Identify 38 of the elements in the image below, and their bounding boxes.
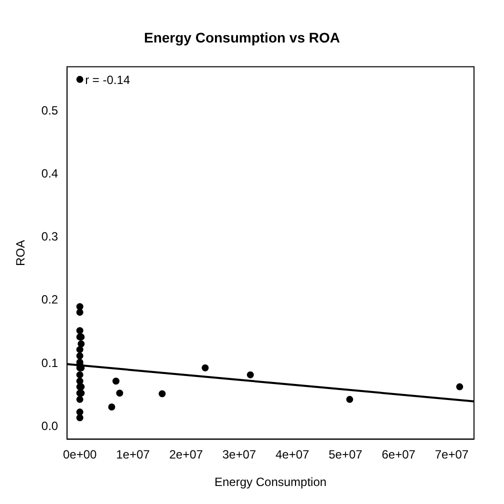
x-tick-label: 3e+07 — [222, 448, 256, 462]
point — [76, 396, 84, 403]
point — [76, 408, 84, 416]
point — [76, 308, 84, 316]
y-tick-label: 0.2 — [41, 292, 58, 307]
point — [202, 364, 209, 372]
point — [346, 396, 354, 403]
x-axis-title: Energy Consumption — [214, 475, 327, 490]
y-tick-label: 0.1 — [41, 356, 58, 370]
x-tick-label: 6e+07 — [382, 448, 416, 462]
x-tick-label: 5e+07 — [328, 448, 363, 462]
point — [76, 327, 84, 334]
point — [76, 303, 84, 310]
point — [108, 404, 116, 411]
y-tick-label: 0.0 — [41, 418, 58, 433]
point — [246, 371, 254, 378]
point — [76, 378, 84, 385]
y-axis-title: ROA — [14, 240, 28, 266]
x-tick-label: 0e+00 — [62, 448, 98, 462]
point — [158, 390, 166, 398]
point — [112, 378, 120, 385]
point — [116, 390, 124, 397]
point — [76, 76, 84, 83]
point — [76, 371, 84, 378]
y-tick-label: 0.4 — [41, 166, 58, 180]
x-tick-label: 1e+07 — [116, 448, 150, 462]
annotation: r = -0.14 — [85, 73, 130, 88]
point — [78, 340, 85, 348]
x-tick-label: 4e+07 — [275, 448, 310, 462]
point — [456, 383, 464, 390]
point — [76, 414, 84, 422]
y-tick-label: 0.5 — [41, 103, 58, 118]
point — [76, 352, 84, 360]
point — [76, 346, 84, 354]
chart-title: Energy Consumption vs ROA — [144, 29, 340, 46]
y-tick-label: 0.3 — [41, 230, 58, 244]
x-tick-label: 2e+07 — [169, 448, 204, 462]
x-tick-label: 7e+07 — [434, 448, 469, 462]
